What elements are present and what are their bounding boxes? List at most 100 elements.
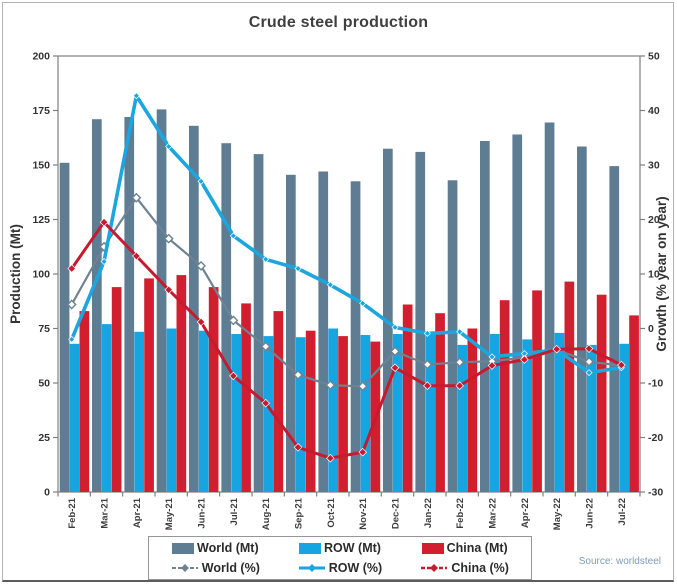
data-point-marker <box>423 329 431 337</box>
x-axis-tick-label: Jan-22 <box>423 498 434 528</box>
bar <box>253 154 264 492</box>
legend-label: China (Mt) <box>446 541 508 555</box>
legend-label: ROW (%) <box>328 561 383 575</box>
bar <box>467 328 478 492</box>
bar <box>619 343 629 492</box>
data-point-marker <box>66 299 77 310</box>
bar <box>532 290 542 492</box>
data-point-marker <box>100 257 108 265</box>
y-axis-tick-label: 125 <box>32 214 50 226</box>
data-point-marker <box>390 346 401 357</box>
data-point-marker <box>294 265 302 273</box>
chart-legend: World (Mt) ROW (Mt) China (Mt) World (%)… <box>148 536 532 580</box>
x-axis-tick-label: May-22 <box>552 498 563 530</box>
bar <box>457 344 468 492</box>
bar <box>144 278 154 492</box>
x-axis-tick-label: Feb-21 <box>67 497 78 528</box>
data-point-marker <box>262 255 270 263</box>
bar <box>208 287 219 492</box>
bar <box>124 117 135 492</box>
data-point-marker <box>196 317 206 327</box>
y-axis-tick-label: 25 <box>38 432 50 444</box>
y-axis-tick-label: 75 <box>38 323 50 335</box>
bar <box>231 334 241 492</box>
row-pct-line-swatch <box>298 564 325 572</box>
data-point-marker <box>326 453 335 463</box>
chart-title: Crude steel production <box>248 14 429 31</box>
bar <box>92 119 102 492</box>
legend-item-china-pct: China (%) <box>402 561 527 575</box>
bar <box>69 343 80 492</box>
legend-item-world-pct: World (%) <box>153 561 278 575</box>
x-axis-tick-label: Jul-22 <box>617 498 628 525</box>
bar <box>79 311 90 492</box>
legend-label: World (%) <box>201 561 260 575</box>
y-axis-tick-label: 100 <box>32 269 50 281</box>
bar <box>221 143 232 492</box>
bar <box>273 311 284 492</box>
china-mt-bar-series <box>79 275 639 492</box>
data-point-marker <box>229 371 238 381</box>
bar <box>134 331 144 492</box>
legend-label: ROW (Mt) <box>324 541 381 555</box>
bar <box>318 171 329 492</box>
x-axis-tick-label: Jun-22 <box>585 498 596 529</box>
data-point-marker <box>357 381 368 392</box>
line-path <box>70 196 622 388</box>
x-axis-tick-label: Aug-21 <box>261 497 272 530</box>
china-line-series <box>67 217 626 463</box>
y-axis-tick-label: 50 <box>38 378 50 390</box>
data-point-marker <box>454 357 465 368</box>
data-point-marker <box>455 381 464 391</box>
bar <box>544 122 555 492</box>
bar <box>156 109 167 493</box>
y-axis-tick-label: 10 <box>648 269 660 281</box>
legend-label: China (%) <box>451 561 509 575</box>
bar <box>241 303 251 492</box>
data-point-marker <box>132 92 140 100</box>
data-point-marker <box>293 443 303 452</box>
bar <box>176 275 187 492</box>
data-point-marker <box>422 359 433 370</box>
bar <box>512 134 523 492</box>
legend-label: World (Mt) <box>197 541 259 555</box>
data-point-marker <box>293 369 304 380</box>
data-point-marker <box>197 177 205 185</box>
legend-item-world-mt: World (Mt) <box>153 541 278 555</box>
bar <box>596 294 607 492</box>
legend-item-china-mt: China (Mt) <box>402 541 527 555</box>
bar <box>166 328 177 492</box>
y-axis-tick-label: -20 <box>648 432 663 444</box>
bar <box>586 344 597 492</box>
bar <box>59 162 70 493</box>
x-axis-tick-label: Jun-21 <box>197 497 208 528</box>
x-axis-tick-label: Mar-22 <box>488 498 499 529</box>
y-axis-tick-label: 40 <box>648 105 660 117</box>
data-point-marker <box>260 341 271 352</box>
y-axis-tick-label: 30 <box>648 160 660 172</box>
data-point-marker <box>584 344 594 353</box>
line-path <box>70 220 623 460</box>
data-point-marker <box>456 328 464 336</box>
y-axis-tick-label: 200 <box>32 51 50 63</box>
data-point-marker <box>261 398 270 408</box>
bar <box>295 337 306 492</box>
china-mt-swatch <box>421 542 444 554</box>
data-point-marker <box>165 142 173 150</box>
x-axis-tick-label: Jul-21 <box>229 497 240 525</box>
right-axis-title: Growth (% year on year) <box>654 196 669 351</box>
bar <box>577 146 587 492</box>
x-axis-tick-label: Mar-21 <box>100 497 111 528</box>
data-point-marker <box>163 233 174 244</box>
y-axis-right: -30 -20 -10 0 10 20 30 40 50 <box>640 51 663 499</box>
bar <box>609 166 620 492</box>
data-point-marker <box>326 281 334 289</box>
world-pct-line-swatch <box>171 564 198 572</box>
data-point-marker <box>164 285 173 295</box>
china-pct-line-swatch <box>421 564 448 572</box>
x-axis-tick-label: Sep-21 <box>294 497 305 529</box>
bar <box>198 330 209 492</box>
x-axis-tick-label: Apr-22 <box>520 498 531 528</box>
data-point-marker <box>132 251 141 261</box>
bar <box>402 304 413 492</box>
